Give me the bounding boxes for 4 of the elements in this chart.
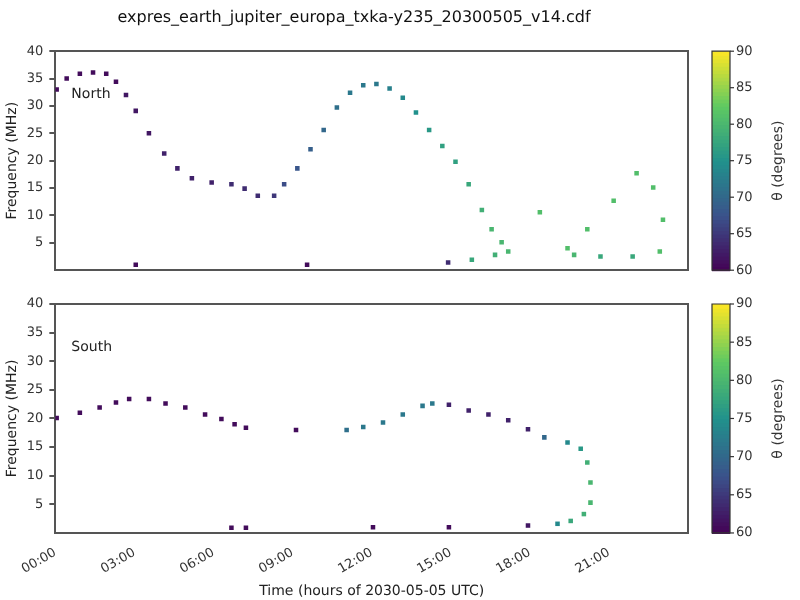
point <box>133 108 139 114</box>
point <box>281 181 287 187</box>
chart-title: expres_earth_jupiter_europa_txka-y235_20300505_v14.cdf <box>117 7 591 26</box>
point <box>77 410 83 416</box>
